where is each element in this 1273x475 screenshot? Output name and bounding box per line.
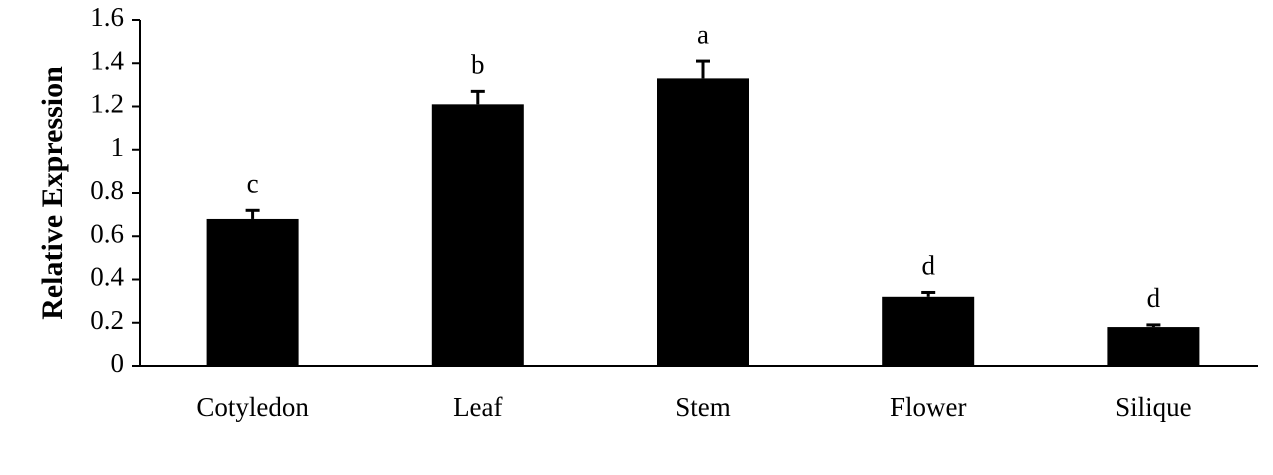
y-tick-label: 0.2 [90,305,124,335]
y-tick-label: 1.2 [90,89,124,119]
y-tick-label: 0.4 [90,262,124,292]
bar [657,78,749,366]
y-tick-label: 1 [111,132,125,162]
x-tick-label: Flower [890,392,967,422]
significance-label: c [247,169,259,199]
significance-label: a [697,19,709,49]
bar [882,296,975,366]
x-tick-label: Stem [675,392,731,422]
y-tick-label: 0.8 [90,175,124,205]
x-tick-label: Leaf [453,392,502,422]
significance-label: b [471,50,485,80]
x-tick-label: Silique [1115,392,1192,422]
y-tick-label: 1.4 [90,45,124,75]
bar [1107,327,1200,366]
y-tick-label: 0 [111,348,125,378]
x-tick-label: Cotyledon [196,392,309,422]
significance-label: d [1147,283,1161,313]
bar [206,218,299,366]
y-axis-label: Relative Expression [36,66,69,320]
y-tick-label: 0.6 [90,218,124,248]
significance-label: d [921,251,935,281]
y-tick-label: 1.6 [90,2,124,32]
bar [431,104,524,367]
